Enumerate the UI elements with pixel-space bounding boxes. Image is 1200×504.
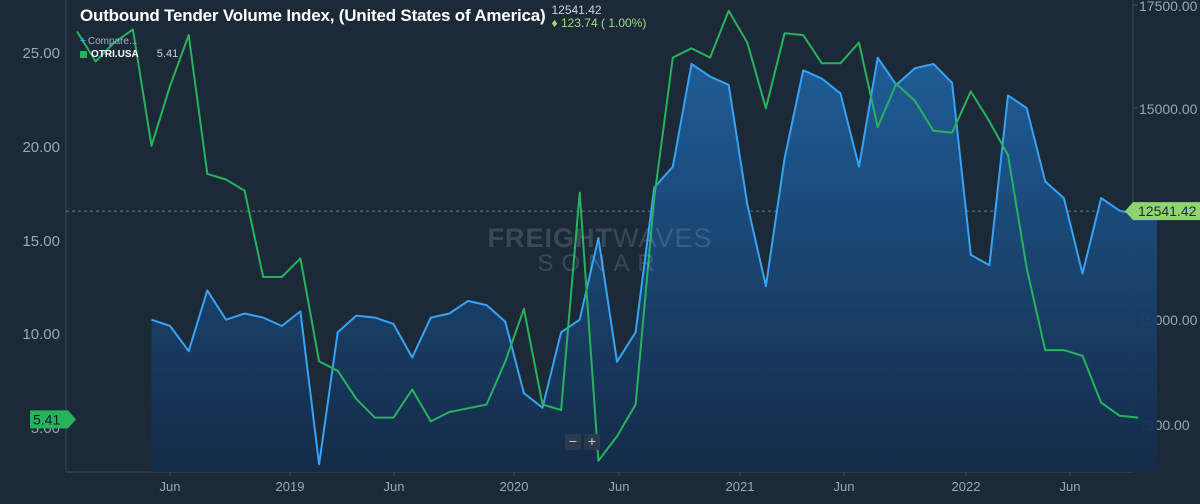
zoom-in-button[interactable]: + (584, 434, 600, 450)
legend: + Compare... OTRI.USA 5.41 (80, 35, 178, 61)
diamond-icon: ♦ (551, 16, 558, 30)
x-tick-label: Jun (160, 479, 181, 494)
y-left-tick-label: 20.00 (22, 139, 60, 156)
legend-series-value: 5.41 (156, 48, 179, 60)
otri-series-line (76, 9, 1139, 462)
plus-icon: + (80, 36, 86, 47)
y-right-tick-label: 17500.00 (1139, 0, 1198, 14)
legend-item-otri[interactable]: OTRI.USA 5.41 (80, 48, 178, 61)
x-tick-label: Jun (834, 479, 855, 494)
x-tick-label: Jun (1060, 479, 1081, 494)
y-right-tick-label: 15000.00 (1139, 101, 1198, 117)
x-tick-label: 2022 (952, 479, 981, 494)
x-tick-label: 2020 (500, 479, 529, 494)
latest-readout: 12541.42 ♦ 123.74 ( 1.00%) (551, 4, 646, 30)
left-current-label: 5.41 (33, 411, 60, 427)
x-tick-label: 2021 (726, 479, 755, 494)
zoom-controls: − + (565, 434, 600, 450)
zoom-out-button[interactable]: − (565, 434, 581, 450)
latest-change: ♦ 123.74 ( 1.00%) (551, 17, 646, 30)
y-left-tick-label: 10.00 (22, 326, 60, 343)
legend-series-label: OTRI.USA (91, 49, 139, 60)
otvi-series-line (151, 56, 1158, 466)
latest-change-text: 123.74 ( 1.00%) (560, 16, 647, 30)
left-current-marker (30, 410, 76, 429)
otvi-area (151, 57, 1158, 472)
compare-button[interactable]: + Compare... (80, 35, 178, 48)
x-tick-label: Jun (609, 479, 630, 494)
right-current-label: 12541.42 (1138, 203, 1197, 219)
chart-title: Outbound Tender Volume Index, (United St… (80, 6, 546, 25)
x-tick-label: Jun (384, 479, 405, 494)
chart-header: Outbound Tender Volume Index, (United St… (80, 2, 646, 30)
right-current-marker (1125, 202, 1200, 221)
y-left-tick-label: 15.00 (22, 233, 60, 250)
y-left-tick-label: 25.00 (22, 45, 60, 62)
latest-value: 12541.42 (551, 3, 602, 17)
x-tick-label: 2019 (276, 479, 305, 494)
compare-label: Compare... (87, 36, 138, 47)
series-swatch (80, 51, 87, 58)
